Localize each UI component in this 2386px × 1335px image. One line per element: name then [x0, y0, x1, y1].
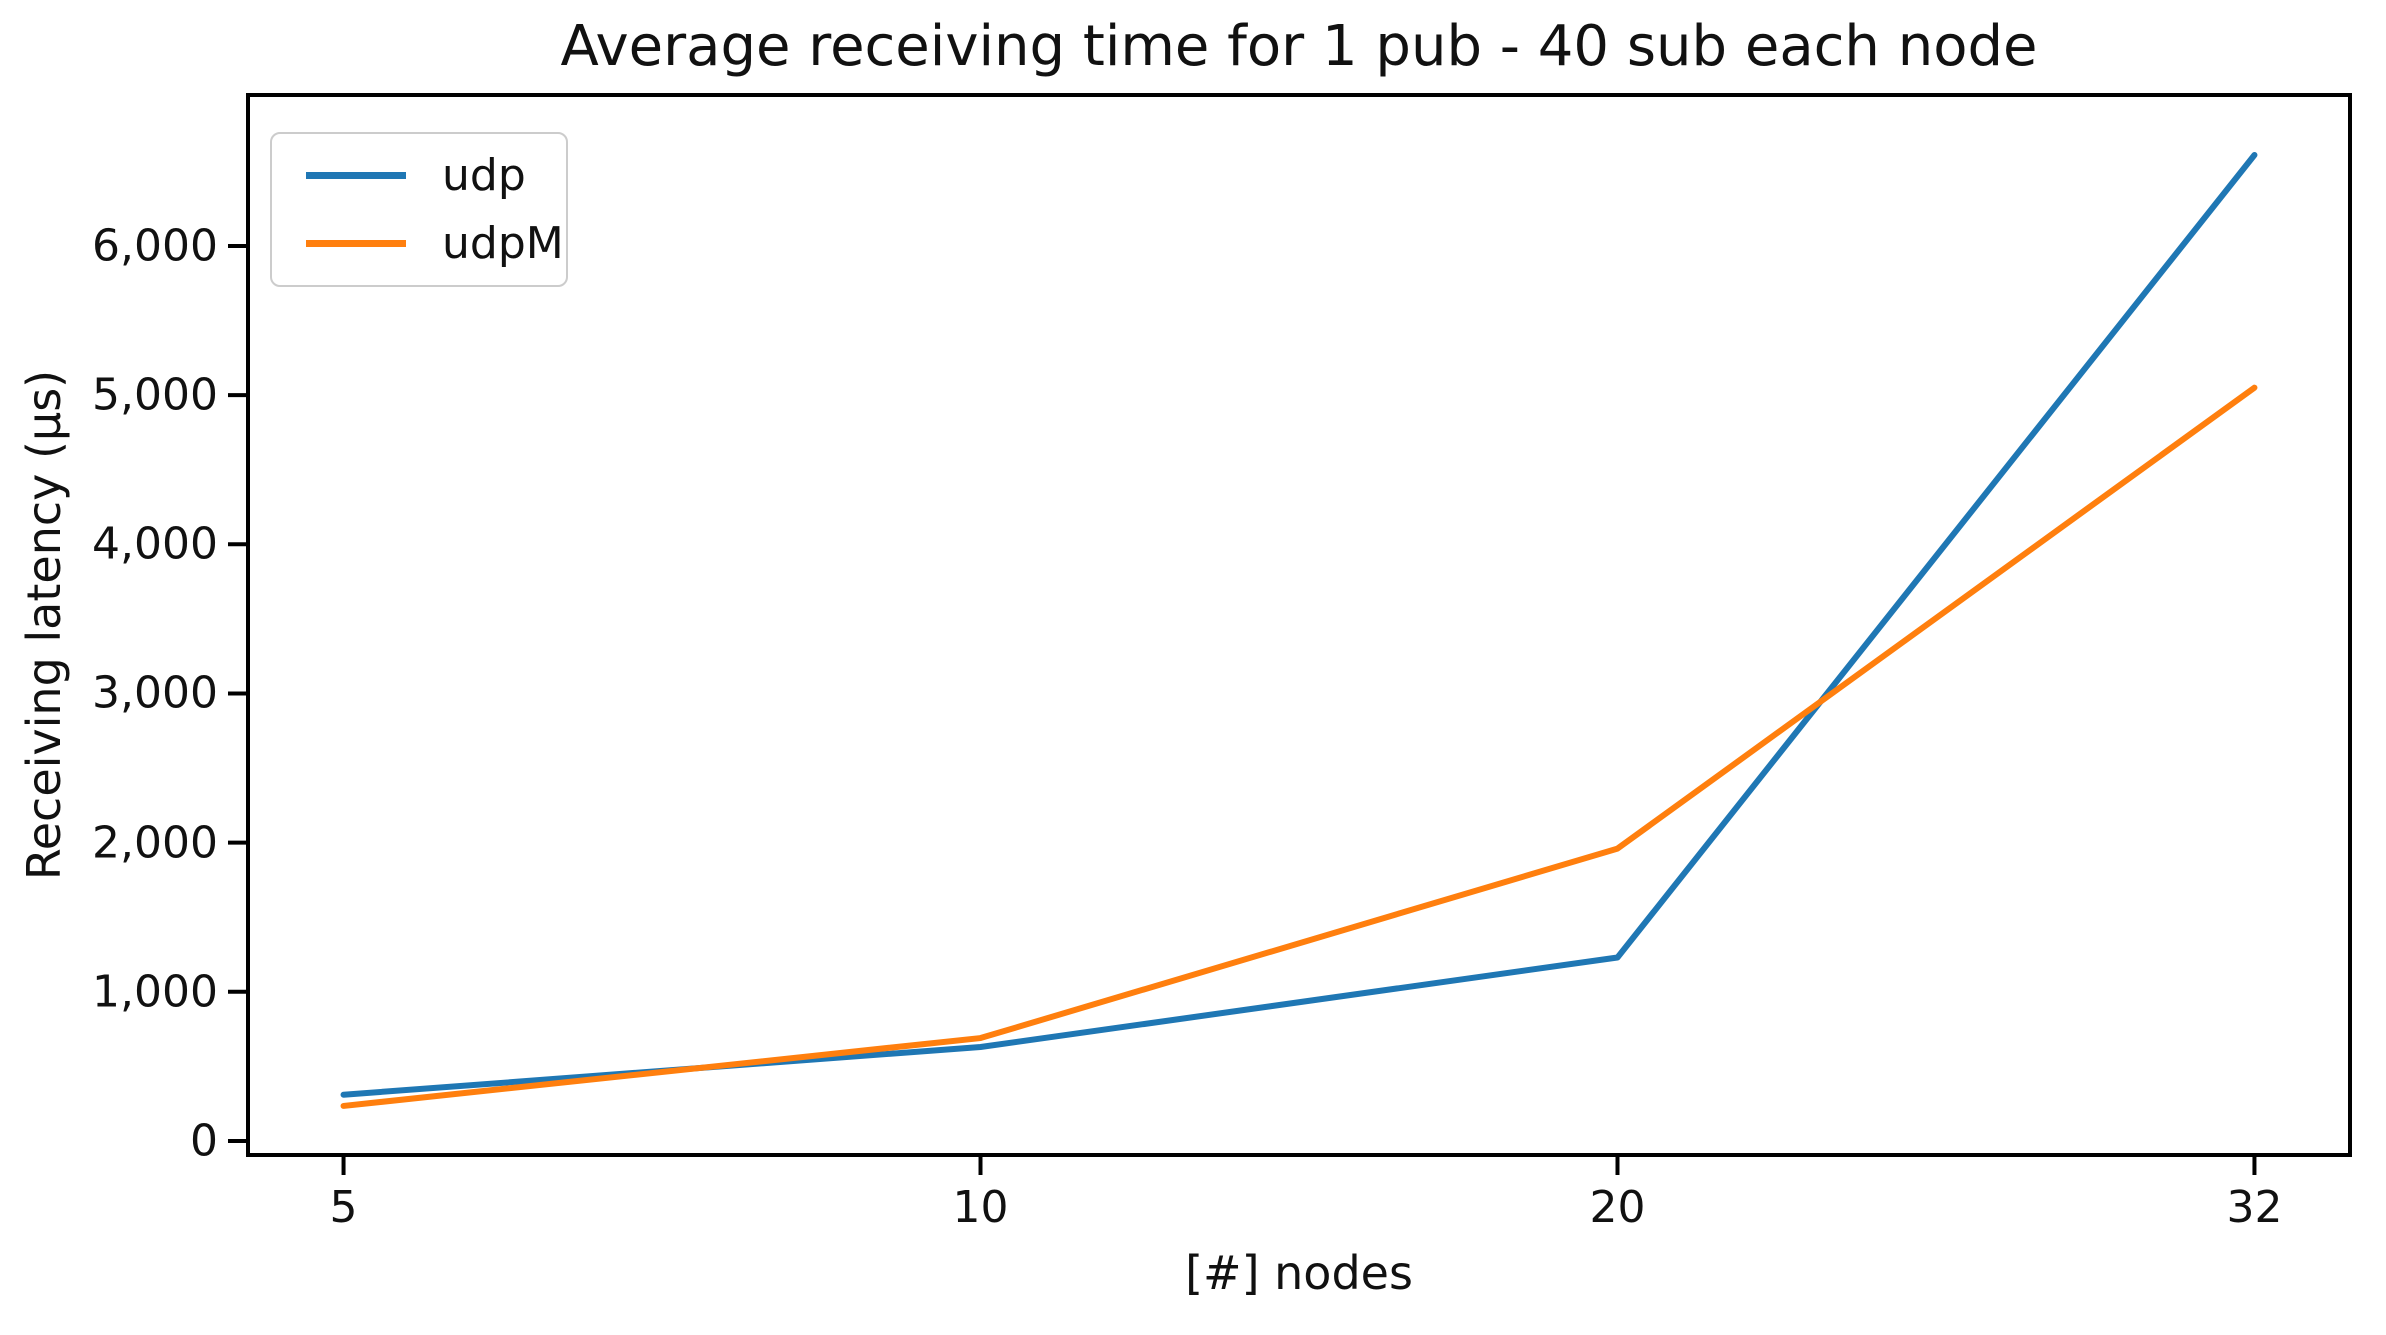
y-tick-label: 3,000 [92, 667, 218, 719]
chart-title: Average receiving time for 1 pub - 40 su… [560, 14, 2038, 79]
y-tick-label: 5,000 [92, 369, 218, 421]
axes-spines [246, 93, 2352, 1157]
y-axis-label: Receiving latency (μs) [17, 369, 71, 881]
x-tick-label: 5 [329, 1182, 358, 1233]
y-tick-label: 4,000 [92, 518, 218, 570]
legend-label-udp: udp [442, 149, 526, 201]
udpM-line-swatch [306, 240, 406, 247]
y-tick-label: 0 [190, 1115, 218, 1167]
x-tick-label: 10 [952, 1182, 1009, 1233]
x-tick-label: 20 [1589, 1182, 1646, 1233]
y-tick-label: 6,000 [92, 220, 218, 272]
legend: udp udpM [270, 132, 568, 287]
udp-line [340, 151, 2258, 1098]
udpM-line [340, 384, 2258, 1109]
x-axis-label: [#] nodes [1185, 1246, 1413, 1300]
x-tick-label: 32 [2226, 1182, 2283, 1233]
legend-label-udpM: udpM [442, 217, 564, 269]
legend-item-udp: udp [306, 149, 566, 201]
y-tick-label: 2,000 [92, 817, 218, 869]
y-tick-label: 1,000 [92, 966, 218, 1018]
legend-item-udpM: udpM [306, 217, 566, 269]
udp-line-swatch [306, 172, 406, 179]
